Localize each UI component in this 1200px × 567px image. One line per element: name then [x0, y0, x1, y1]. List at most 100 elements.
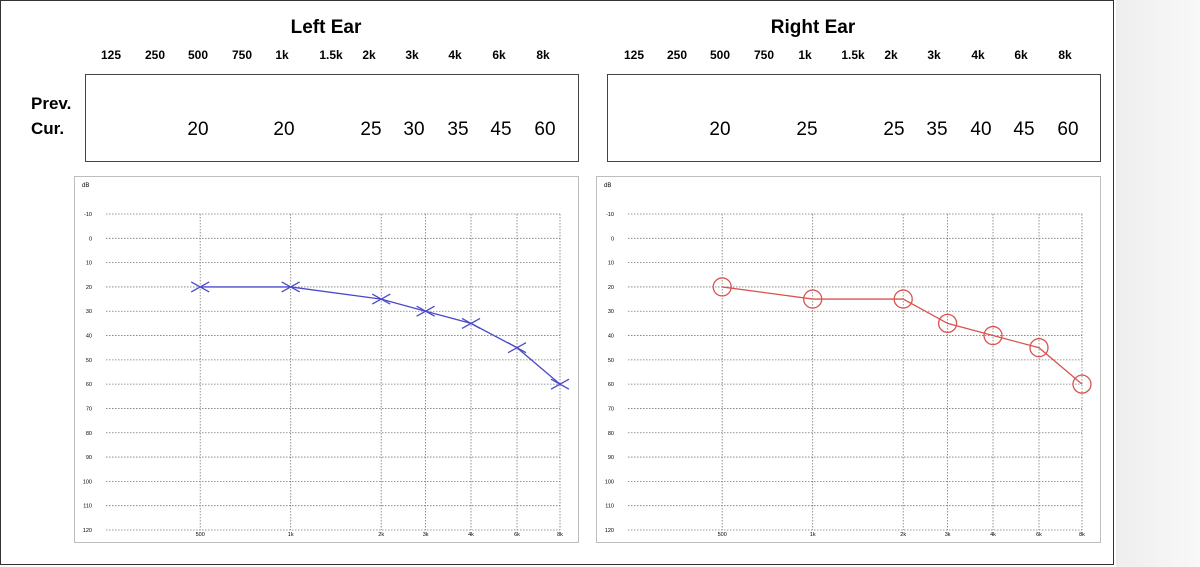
left-y-tick-label: 10 [86, 261, 92, 267]
right-ear-title: Right Ear [770, 17, 856, 38]
right-cur-value-3k: 35 [926, 119, 948, 140]
left-data-point-x [371, 293, 391, 305]
left-y-tick-label: 100 [83, 479, 92, 485]
left-freq-label: 125 [100, 48, 122, 62]
right-data-point-o [803, 289, 823, 309]
right-data-point-o [983, 325, 1003, 346]
right-cur-value-4k: 40 [970, 119, 992, 140]
left-x-tick-label: 1k [288, 532, 294, 538]
right-freq-label: 500 [709, 48, 731, 62]
right-freq-label: 250 [666, 48, 688, 62]
left-threshold-table [85, 74, 579, 162]
right-y-tick-label: 100 [605, 479, 614, 485]
left-freq-label: 1k [275, 48, 289, 62]
left-y-tick-label: 90 [86, 455, 92, 461]
right-data-point-o [893, 289, 913, 309]
left-freq-label: 2k [362, 48, 376, 62]
window-edge [1116, 0, 1200, 567]
left-data-point-x [416, 305, 435, 317]
right-data-point-o [1072, 374, 1092, 394]
left-x-tick-label: 4k [468, 532, 474, 538]
prev-row-label: Prev. [31, 94, 72, 113]
right-freq-label: 1k [798, 48, 812, 62]
left-y-tick-label: 110 [83, 504, 92, 510]
right-x-tick-label: 3k [945, 532, 951, 538]
right-freq-label: 6k [1014, 48, 1028, 62]
left-freq-label: 500 [187, 48, 209, 62]
right-freq-label: 4k [971, 48, 985, 62]
left-freq-label: 750 [231, 48, 253, 62]
left-y-tick-label: 70 [86, 406, 92, 412]
right-y-tick-label: 90 [608, 455, 614, 461]
right-freq-label: 8k [1058, 48, 1072, 62]
right-y-tick-label: 0 [611, 236, 614, 242]
right-y-tick-label: 50 [608, 358, 614, 364]
audiogram-sheet: Left Ear 125 250 500 750 1k 1.5k 2k 3k 4… [0, 0, 1114, 565]
left-cur-value-1k: 20 [273, 119, 295, 140]
right-x-tick-label: 1k [810, 532, 816, 538]
left-data-point-x [281, 281, 301, 293]
cur-row-label: Cur. [31, 119, 65, 138]
right-y-tick-label: 120 [605, 528, 614, 534]
right-cur-value-8k: 60 [1057, 119, 1079, 140]
left-x-tick-label: 2k [378, 532, 384, 538]
left-y-tick-label: -10 [84, 212, 92, 218]
right-freq-label: 1.5k [841, 48, 865, 62]
right-y-tick-label: 110 [605, 504, 614, 510]
right-freq-label: 2k [884, 48, 898, 62]
right-series-line [722, 286, 1083, 385]
left-cur-value-8k: 60 [534, 119, 556, 140]
left-freq-label: 250 [144, 48, 166, 62]
left-audiogram-chart: dB -10 0 10 20 30 40 50 60 70 80 90 100 110 120 500 1k 2k… [74, 176, 579, 543]
left-x-tick-label: 500 [196, 532, 205, 538]
left-y-tick-label: 0 [89, 236, 92, 242]
right-cur-value-1k: 25 [796, 119, 818, 140]
right-y-tick-label: 10 [608, 261, 614, 267]
left-cur-value-6k: 45 [490, 119, 512, 140]
left-data-point-x [507, 342, 527, 354]
left-cur-value-500: 20 [187, 119, 209, 140]
left-data-point-x [190, 281, 210, 293]
right-x-tick-label: 500 [718, 532, 727, 538]
left-y-tick-label: 40 [86, 334, 92, 340]
left-y-tick-label: 20 [86, 285, 92, 291]
left-y-tick-label: 80 [86, 431, 92, 437]
right-y-tick-label: 40 [608, 334, 614, 340]
right-freq-label: 125 [623, 48, 645, 62]
left-y-tick-label: 60 [86, 382, 92, 388]
right-threshold-table [607, 74, 1101, 162]
left-freq-label: 1.5k [319, 48, 343, 62]
left-data-point-x [550, 378, 570, 390]
left-y-tick-label: 120 [83, 528, 92, 534]
right-y-tick-label: 60 [608, 382, 614, 388]
right-x-tick-label: 4k [990, 532, 996, 538]
left-cur-value-3k: 30 [403, 119, 425, 140]
right-data-point-o [712, 277, 732, 297]
left-y-tick-label: 30 [86, 309, 92, 315]
right-cur-value-500: 20 [709, 119, 731, 140]
left-freq-label: 6k [492, 48, 506, 62]
left-ear-title: Left Ear [290, 17, 362, 38]
left-freq-label: 8k [536, 48, 550, 62]
right-cur-value-2k: 25 [883, 119, 905, 140]
right-y-axis-label: dB [604, 183, 611, 189]
right-x-tick-label: 2k [900, 532, 906, 538]
left-freq-label: 3k [405, 48, 419, 62]
left-freq-label: 4k [448, 48, 462, 62]
left-x-tick-label: 8k [557, 532, 563, 538]
right-x-tick-label: 6k [1036, 532, 1042, 538]
left-cur-value-2k: 25 [360, 119, 382, 140]
left-data-point-x [461, 317, 481, 329]
right-y-tick-label: 30 [608, 309, 614, 315]
right-audiogram-chart: dB -10 0 10 20 30 40 50 60 70 80 90 100 110 120 500 1k 2k… [596, 176, 1101, 543]
right-cur-value-6k: 45 [1013, 119, 1035, 140]
right-y-tick-label: 70 [608, 406, 614, 412]
right-y-tick-label: -10 [606, 212, 614, 218]
right-freq-label: 750 [753, 48, 775, 62]
left-cur-value-4k: 35 [447, 119, 469, 140]
right-y-tick-label: 20 [608, 285, 614, 291]
right-freq-label: 3k [927, 48, 941, 62]
right-data-point-o [1029, 338, 1049, 358]
left-x-tick-label: 6k [514, 532, 520, 538]
left-x-tick-label: 3k [423, 532, 429, 538]
